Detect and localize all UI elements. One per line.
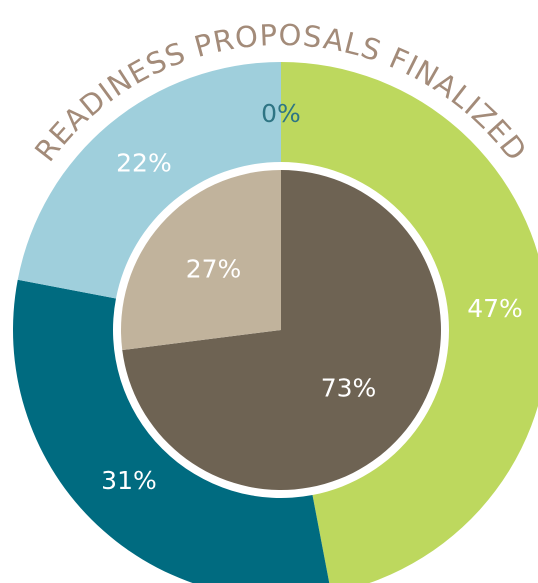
value-label: 0% xyxy=(261,99,301,128)
value-label: 73% xyxy=(321,374,377,403)
pie-slice xyxy=(121,170,281,351)
pie-slice xyxy=(122,170,441,490)
value-label: 31% xyxy=(101,466,157,495)
value-label: 22% xyxy=(116,148,172,177)
ring-segment xyxy=(13,279,330,583)
ring-segment xyxy=(17,62,282,299)
value-label: 27% xyxy=(186,254,242,283)
ring-segment xyxy=(281,62,538,583)
value-label: 47% xyxy=(467,294,523,323)
